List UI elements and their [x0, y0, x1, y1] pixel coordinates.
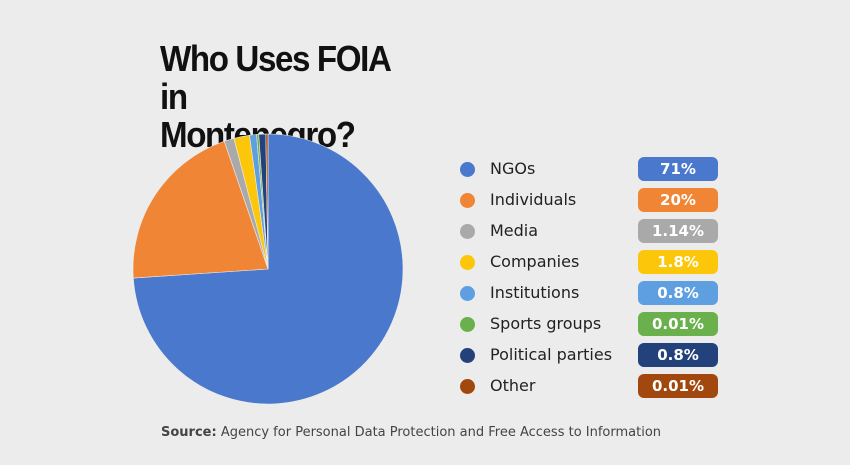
pie-slice-other — [265, 133, 269, 270]
legend-label: Individuals — [490, 190, 577, 209]
legend-value-pill: 0.01% — [638, 374, 718, 398]
legend-item-ngos: NGOs 71% — [460, 155, 730, 186]
chart-title-line-1: Who Uses FOIA in — [160, 38, 391, 117]
source-prefix: Source: — [161, 425, 217, 440]
legend-item-other: Other 0.01% — [460, 372, 730, 403]
legend-swatch — [460, 317, 475, 332]
legend-item-individuals: Individuals 20% — [460, 186, 730, 217]
legend-label: Institutions — [490, 283, 580, 302]
legend-swatch — [460, 224, 475, 239]
legend: NGOs 71% Individuals 20% Media 1.14% Com… — [460, 155, 730, 403]
legend-value-pill: 20% — [638, 188, 718, 212]
legend-item-sports-groups: Sports groups 0.01% — [460, 310, 730, 341]
legend-item-companies: Companies 1.8% — [460, 248, 730, 279]
legend-value-pill: 71% — [638, 157, 718, 181]
legend-swatch — [460, 255, 475, 270]
legend-value-pill: 0.8% — [638, 343, 718, 367]
source-text: Agency for Personal Data Protection and … — [220, 425, 662, 440]
legend-value-pill: 0.8% — [638, 281, 718, 305]
legend-swatch — [460, 193, 475, 208]
legend-swatch — [460, 379, 475, 394]
legend-swatch — [460, 286, 475, 301]
legend-value-pill: 0.01% — [638, 312, 718, 336]
legend-item-institutions: Institutions 0.8% — [460, 279, 730, 310]
pie-slice-individuals — [132, 140, 269, 279]
legend-label: Companies — [490, 252, 580, 271]
legend-label: Media — [490, 221, 539, 240]
legend-value-pill: 1.14% — [638, 219, 718, 243]
source-note: Source: Agency for Personal Data Protect… — [161, 425, 661, 440]
legend-label: Other — [490, 376, 536, 395]
legend-swatch — [460, 348, 475, 363]
legend-label: Political parties — [490, 345, 613, 364]
legend-value-pill: 1.8% — [638, 250, 718, 274]
legend-swatch — [460, 162, 475, 177]
legend-label: NGOs — [490, 159, 536, 178]
legend-item-political-parties: Political parties 0.8% — [460, 341, 730, 372]
legend-label: Sports groups — [490, 314, 602, 333]
legend-item-media: Media 1.14% — [460, 217, 730, 248]
